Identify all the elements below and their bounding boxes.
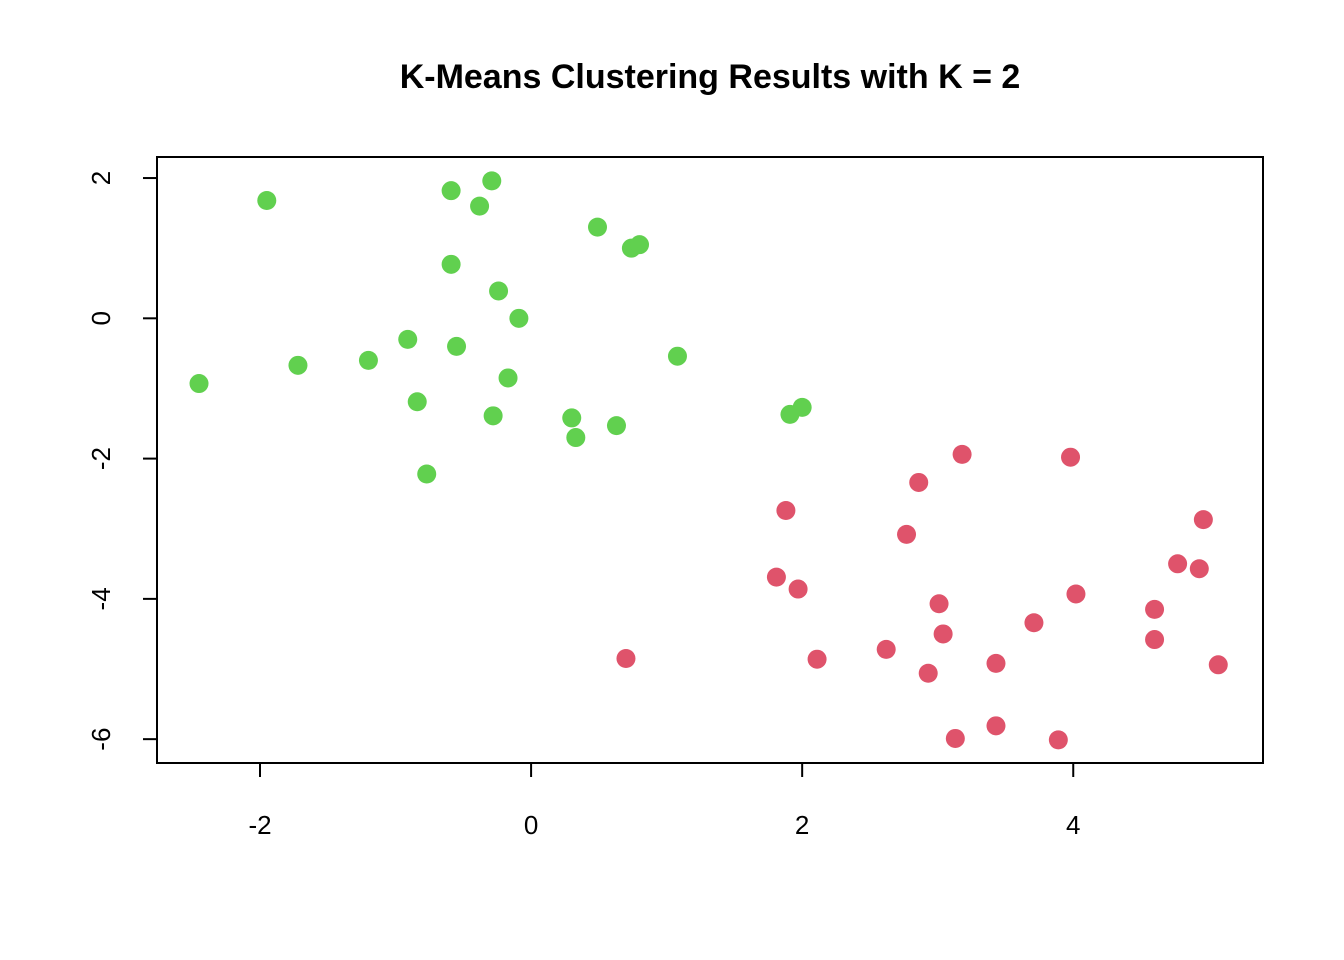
data-point-cluster-2 (986, 716, 1006, 736)
data-point-cluster-1 (606, 416, 626, 436)
data-point-cluster-1 (489, 281, 509, 301)
data-point-cluster-1 (441, 181, 461, 201)
data-point-cluster-2 (1145, 599, 1165, 619)
data-point-cluster-1 (588, 217, 608, 237)
data-point-cluster-2 (1193, 510, 1213, 530)
data-point-cluster-2 (945, 728, 965, 748)
data-point-cluster-1 (498, 368, 518, 388)
data-point-cluster-1 (447, 336, 467, 356)
data-point-cluster-2 (766, 567, 786, 587)
data-point-cluster-1 (667, 346, 687, 366)
x-tick-label: 2 (795, 810, 809, 840)
data-point-cluster-2 (776, 501, 796, 520)
data-point-cluster-2 (897, 524, 917, 544)
x-tick-label: -2 (248, 810, 271, 840)
data-point-cluster-2 (1024, 613, 1044, 633)
chart-title: K-Means Clustering Results with K = 2 (399, 58, 1021, 96)
data-point-cluster-2 (952, 444, 972, 464)
data-point-cluster-1 (288, 355, 308, 375)
data-point-cluster-1 (358, 350, 378, 370)
x-tick-label: 4 (1066, 810, 1080, 840)
y-tick-label: -4 (86, 587, 116, 610)
data-point-cluster-1 (792, 397, 812, 417)
data-point-cluster-2 (616, 648, 636, 668)
y-tick-label: -2 (86, 447, 116, 470)
data-point-cluster-1 (470, 196, 490, 216)
data-points (189, 171, 1228, 750)
data-point-cluster-2 (1145, 630, 1165, 650)
data-point-cluster-1 (189, 374, 209, 394)
data-point-cluster-2 (876, 639, 896, 659)
data-point-cluster-2 (1061, 447, 1081, 467)
x-axis: -2 0 2 4 (248, 762, 1080, 840)
data-point-cluster-2 (1048, 730, 1068, 750)
data-point-cluster-2 (929, 594, 949, 614)
y-tick-label: 0 (86, 311, 116, 325)
data-point-cluster-1 (257, 190, 277, 210)
y-axis: -6 -4 -2 0 2 (86, 171, 158, 751)
data-point-cluster-2 (1066, 584, 1086, 604)
data-point-cluster-2 (807, 649, 827, 669)
data-point-cluster-1 (398, 329, 418, 349)
data-point-cluster-2 (986, 653, 1006, 673)
data-point-cluster-2 (788, 579, 808, 599)
data-point-cluster-1 (417, 464, 437, 484)
y-tick-label: 2 (86, 171, 116, 185)
data-point-cluster-2 (1189, 559, 1209, 579)
data-point-cluster-1 (407, 392, 427, 412)
data-point-cluster-2 (918, 663, 938, 683)
data-point-cluster-1 (630, 235, 650, 255)
data-point-cluster-2 (909, 472, 929, 492)
data-point-cluster-1 (509, 308, 529, 328)
data-point-cluster-1 (482, 171, 502, 191)
data-point-cluster-1 (562, 408, 582, 428)
data-point-cluster-2 (1168, 554, 1188, 574)
data-point-cluster-1 (566, 428, 586, 448)
data-point-cluster-2 (1208, 655, 1228, 675)
data-point-cluster-1 (441, 254, 461, 274)
data-point-cluster-2 (933, 624, 953, 644)
y-tick-label: -6 (86, 728, 116, 751)
plot-frame (156, 156, 1264, 764)
data-point-cluster-1 (483, 406, 503, 426)
x-tick-label: 0 (524, 810, 538, 840)
